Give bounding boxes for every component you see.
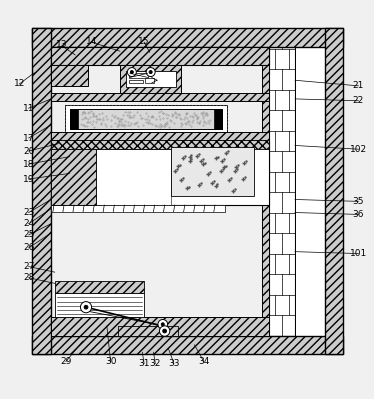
Bar [269,47,295,336]
Bar [96,149,171,205]
Text: 19: 19 [23,174,34,184]
Bar [51,205,226,212]
Text: 12: 12 [13,79,25,89]
Circle shape [159,326,170,336]
Circle shape [128,67,137,77]
Bar [51,132,269,140]
Bar [51,65,88,86]
Bar [144,79,154,83]
Bar [51,140,269,205]
Circle shape [149,71,152,73]
Bar [33,28,51,354]
Circle shape [131,71,134,73]
Text: 21: 21 [353,81,364,90]
Text: 26: 26 [23,243,34,253]
Text: 24: 24 [23,219,34,228]
Bar [51,149,96,205]
Text: 34: 34 [198,357,209,366]
Bar [70,109,223,129]
Bar [214,109,223,129]
Circle shape [161,323,164,326]
Text: 36: 36 [353,210,364,219]
Text: 22: 22 [353,96,364,105]
Text: 17: 17 [23,134,34,142]
Bar [33,28,343,47]
Text: 33: 33 [168,359,180,368]
Bar [126,71,176,87]
Text: 101: 101 [350,249,367,258]
Circle shape [80,302,92,313]
Bar [325,28,343,354]
Bar [51,140,269,149]
Text: 13: 13 [56,40,68,49]
Bar [55,292,144,317]
Text: 29: 29 [60,357,71,366]
Text: 27: 27 [23,262,34,271]
Bar [118,326,178,336]
Bar [70,109,78,129]
Bar [120,65,181,93]
Bar [129,80,142,83]
Text: 11: 11 [23,104,34,113]
Bar [51,317,269,336]
Text: 31: 31 [138,359,150,368]
Bar [65,105,227,133]
Bar [51,93,269,101]
Bar [262,47,269,336]
Bar [295,47,325,336]
Text: 23: 23 [23,208,34,217]
Circle shape [84,305,88,309]
Bar [33,336,343,354]
Text: 32: 32 [150,359,161,368]
Text: 25: 25 [23,230,34,239]
Bar [65,105,227,133]
Text: 28: 28 [23,273,34,282]
Bar [55,281,144,292]
Circle shape [163,329,166,333]
Bar [171,147,254,196]
Bar [51,47,269,65]
Circle shape [146,67,155,77]
Text: 35: 35 [353,197,364,206]
Text: 20: 20 [23,146,34,156]
Text: 15: 15 [138,37,150,45]
Text: 102: 102 [350,145,367,154]
Text: 18: 18 [23,160,34,169]
Text: 14: 14 [86,37,98,45]
Circle shape [158,320,168,329]
Bar [129,73,148,78]
Text: 30: 30 [105,357,116,366]
